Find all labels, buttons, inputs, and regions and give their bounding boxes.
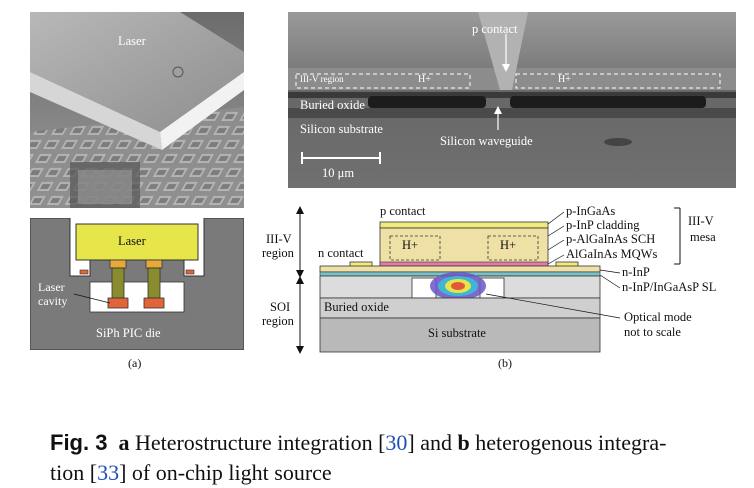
panel-b-sublabel: (b) — [498, 356, 512, 370]
panel-a-sublabel: (a) — [128, 356, 142, 370]
figure-caption: Fig. 3 a Heterostructure integration [30… — [50, 428, 740, 488]
caption-ref-30[interactable]: 30 — [385, 430, 408, 455]
sem-buried-oxide-label: Buried oxide — [300, 98, 365, 112]
panel-b-schematic: p contact n contact III-V region SOI reg… — [260, 200, 750, 360]
schem-soi-region-1: SOI — [270, 300, 291, 314]
panel-a-schematic: Laser Laser cavity SiPh PIC die — [29, 217, 245, 351]
mesa-label-2: mesa — [690, 230, 716, 244]
sem-silicon-substrate-label: Silicon substrate — [300, 122, 383, 136]
schem-p-contact-label: p contact — [380, 204, 426, 218]
caption-text-2: ] and — [407, 430, 458, 455]
layer-label-3: AlGaInAs MQWs — [566, 247, 658, 261]
schem-iiiv-region-1: III-V — [266, 232, 292, 246]
sem-p-contact-label: p contact — [472, 22, 518, 36]
schematic-laser-label: Laser — [118, 234, 146, 248]
schem-buried-oxide-label: Buried oxide — [324, 300, 389, 314]
sem-silicon-waveguide-label: Silicon waveguide — [440, 134, 533, 148]
schem-h-plus-left: H+ — [402, 238, 419, 252]
schem-iiiv-region-2: region — [262, 246, 294, 260]
schem-h-plus-right: H+ — [500, 238, 517, 252]
laser-cavity-label-2: cavity — [38, 294, 68, 308]
caption-fig-label: Fig. 3 — [50, 430, 108, 455]
sem-h-plus-left: H+ — [418, 74, 431, 85]
panel-b-sem-image: p contact III-V region H+ H+ Buried oxid… — [288, 12, 736, 188]
caption-text-3: heterogenous integra- — [469, 430, 667, 455]
optical-mode-label-1: Optical mode — [624, 310, 692, 324]
caption-text-5: ] of on-chip light source — [119, 460, 332, 485]
caption-part-b: b — [457, 430, 470, 455]
sem-laser-label: Laser — [118, 34, 146, 48]
caption-ref-33[interactable]: 33 — [97, 460, 120, 485]
sem-scale-bar-label: 10 μm — [322, 166, 355, 180]
optical-mode-label-2: not to scale — [624, 325, 681, 339]
siph-die-label: SiPh PIC die — [96, 326, 161, 340]
layer-label-4: n-InP — [622, 265, 650, 279]
layer-label-0: p-InGaAs — [566, 204, 616, 218]
panel-a-sem-image: Laser — [30, 12, 244, 208]
layer-label-1: p-InP cladding — [566, 218, 640, 232]
mesa-label-1: III-V — [688, 214, 714, 228]
schem-si-substrate-label: Si substrate — [428, 326, 486, 340]
layer-label-5: n-InP/InGaAsP SL — [622, 280, 717, 294]
laser-cavity-label-1: Laser — [38, 280, 65, 294]
sem-iiiv-region-label: III-V region — [300, 74, 344, 84]
layer-label-2: p-AlGaInAs SCH — [566, 232, 656, 246]
schem-n-contact-label: n contact — [318, 246, 364, 260]
caption-part-a: a — [118, 430, 130, 455]
sem-h-plus-right: H+ — [558, 74, 571, 85]
caption-text-4: tion [ — [50, 460, 98, 485]
caption-text-1: Heterostructure integration [ — [129, 430, 386, 455]
schem-soi-region-2: region — [262, 314, 294, 328]
